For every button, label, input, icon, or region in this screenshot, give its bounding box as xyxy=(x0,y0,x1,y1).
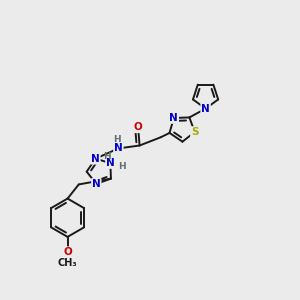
Text: N: N xyxy=(106,158,115,168)
Text: H: H xyxy=(118,162,126,171)
Text: N: N xyxy=(91,154,100,164)
Text: CH₃: CH₃ xyxy=(58,258,77,268)
Text: N: N xyxy=(201,103,210,114)
Text: N: N xyxy=(169,113,178,123)
Text: O: O xyxy=(63,247,72,257)
Text: N: N xyxy=(92,179,101,189)
Text: H: H xyxy=(113,134,121,143)
Text: S: S xyxy=(191,127,199,137)
Text: H: H xyxy=(103,152,111,161)
Text: O: O xyxy=(134,122,142,132)
Text: N: N xyxy=(114,143,123,153)
